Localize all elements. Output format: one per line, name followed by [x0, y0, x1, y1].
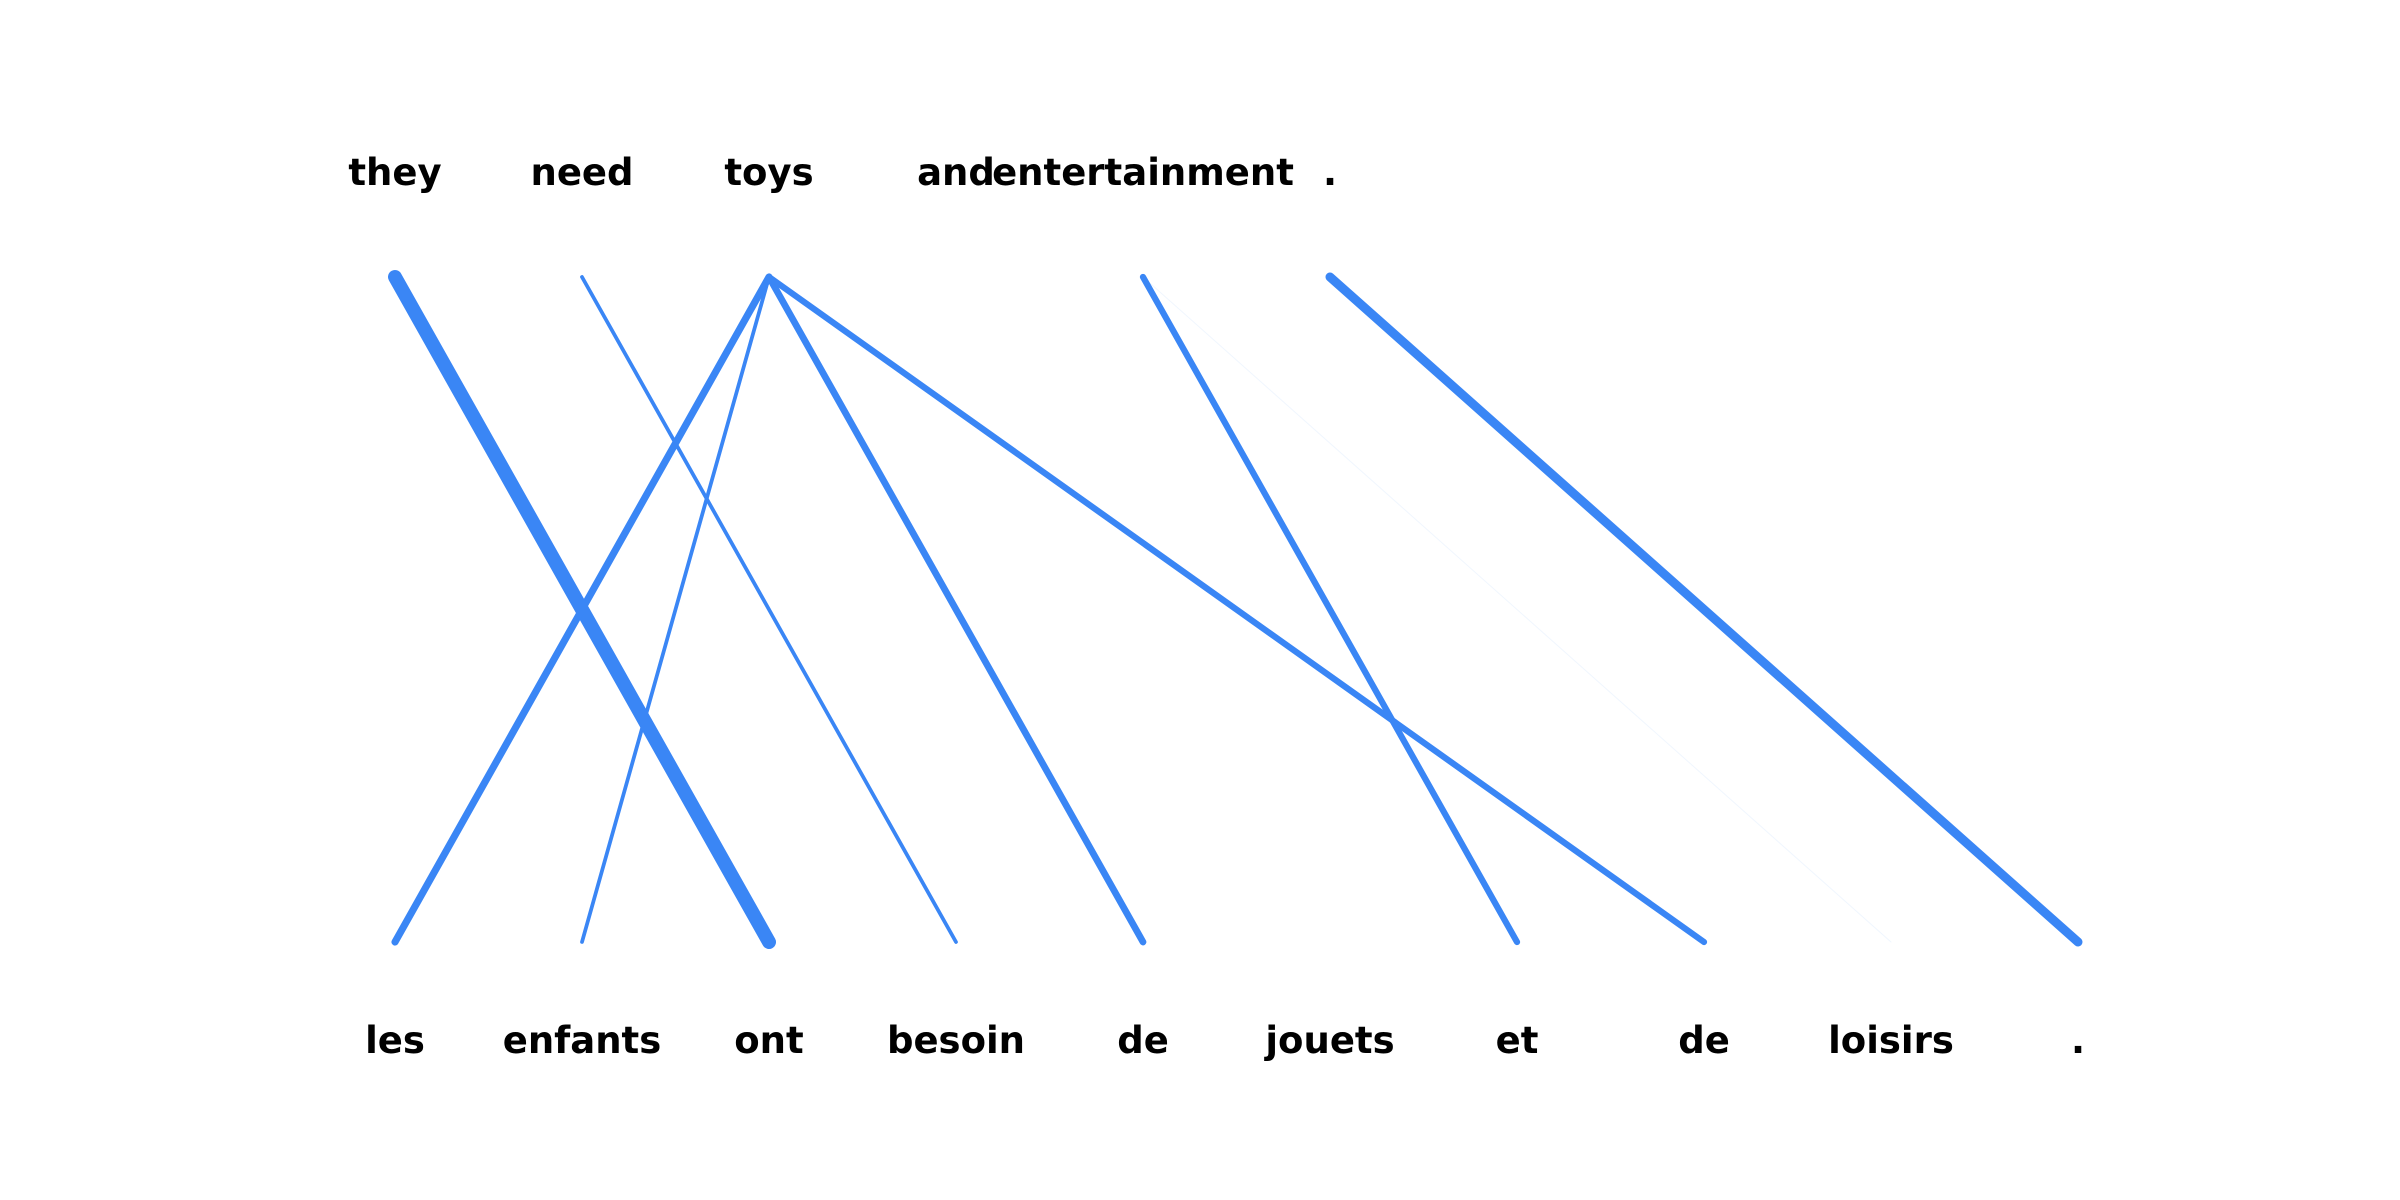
alignment-line	[580, 275, 958, 944]
target-token: enfants	[503, 1019, 662, 1062]
target-token: loisirs	[1828, 1019, 1954, 1062]
source-token: toys	[724, 151, 813, 194]
source-token: entertainment	[992, 151, 1294, 194]
alignment-line	[1142, 276, 1892, 943]
source-token: need	[530, 151, 633, 194]
alignment-line	[391, 273, 773, 946]
alignment-lines	[388, 270, 2083, 949]
alignment-line	[765, 273, 1708, 946]
source-token: .	[1323, 151, 1337, 194]
target-token: de	[1678, 1019, 1730, 1062]
alignment-line	[1325, 272, 2083, 947]
target-token: jouets	[1263, 1019, 1394, 1062]
target-token: de	[1117, 1019, 1169, 1062]
alignment-line	[1139, 273, 1521, 946]
target-token: .	[2071, 1019, 2085, 1062]
alignment-line	[765, 273, 1147, 946]
target-token: besoin	[887, 1019, 1025, 1062]
source-token: and	[917, 151, 995, 194]
target-token: et	[1496, 1019, 1539, 1062]
alignment-line	[580, 275, 771, 944]
target-tokens: les enfants ont besoin de jouets et de loisirs.	[365, 1019, 2085, 1062]
target-token: les	[365, 1019, 425, 1062]
target-token: ont	[734, 1019, 803, 1062]
source-token: they	[348, 151, 441, 194]
